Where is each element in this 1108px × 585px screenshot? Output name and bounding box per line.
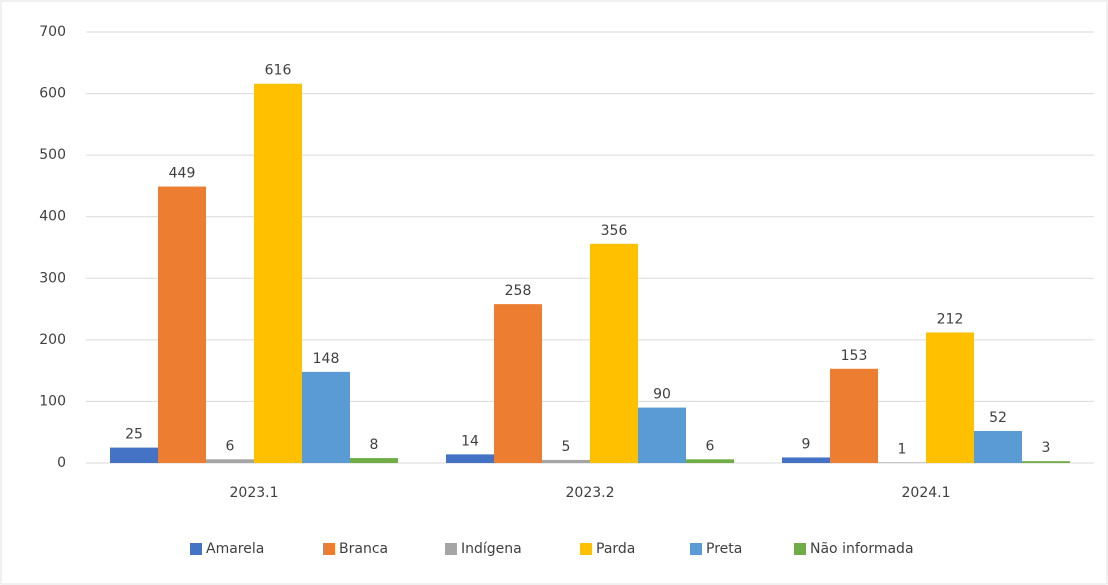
- data-label: 449: [169, 166, 196, 182]
- bar: [686, 459, 734, 463]
- y-tick-label: 100: [39, 393, 66, 409]
- legend-swatch: [690, 543, 702, 555]
- bar: [830, 368, 878, 463]
- bar: [302, 371, 350, 463]
- data-label: 5: [562, 439, 571, 455]
- bar: [494, 304, 542, 463]
- legend-label: Parda: [596, 541, 635, 557]
- y-tick-label: 500: [39, 147, 66, 163]
- data-label: 212: [937, 311, 964, 327]
- y-tick-label: 600: [39, 86, 66, 102]
- data-label: 14: [461, 433, 479, 449]
- y-tick-label: 300: [39, 270, 66, 286]
- x-tick-label: 2023.2: [566, 485, 615, 501]
- data-label: 8: [370, 437, 379, 453]
- legend-label: Não informada: [810, 541, 914, 557]
- bar: [974, 430, 1022, 463]
- data-label: 153: [841, 348, 868, 364]
- y-tick-label: 0: [57, 455, 66, 471]
- y-tick-label: 200: [39, 332, 66, 348]
- data-label: 6: [226, 438, 235, 454]
- data-label: 3: [1042, 440, 1051, 456]
- data-label: 1: [898, 441, 907, 457]
- data-label: 90: [653, 387, 671, 403]
- legend-swatch: [190, 543, 202, 555]
- bar: [926, 332, 974, 463]
- legend-label: Amarela: [206, 541, 264, 557]
- x-tick-label: 2024.1: [902, 485, 951, 501]
- legend-swatch: [580, 543, 592, 555]
- bar: [638, 407, 686, 463]
- bar: [542, 459, 590, 463]
- data-label: 52: [989, 410, 1007, 426]
- legend-label: Branca: [339, 541, 388, 557]
- bar: [1022, 461, 1070, 463]
- data-label: 9: [802, 436, 811, 452]
- bar: [782, 457, 830, 463]
- data-label: 6: [706, 438, 715, 454]
- legend-label: Preta: [706, 541, 742, 557]
- bar: [206, 459, 254, 463]
- legend-label: Indígena: [461, 541, 522, 557]
- data-label: 258: [505, 283, 532, 299]
- y-tick-label: 700: [39, 24, 66, 40]
- legend-swatch: [794, 543, 806, 555]
- x-tick-label: 2023.1: [230, 485, 279, 501]
- data-label: 148: [313, 351, 340, 367]
- y-tick-label: 400: [39, 209, 66, 225]
- bar: [254, 83, 302, 463]
- bar: [878, 462, 926, 463]
- legend-swatch: [445, 543, 457, 555]
- legend-swatch: [323, 543, 335, 555]
- bar: [158, 186, 206, 463]
- bar: [350, 458, 398, 463]
- bar: [110, 447, 158, 463]
- bar: [590, 243, 638, 463]
- bar: [446, 454, 494, 463]
- data-label: 25: [125, 427, 143, 443]
- data-label: 356: [601, 223, 628, 239]
- data-label: 616: [265, 63, 292, 79]
